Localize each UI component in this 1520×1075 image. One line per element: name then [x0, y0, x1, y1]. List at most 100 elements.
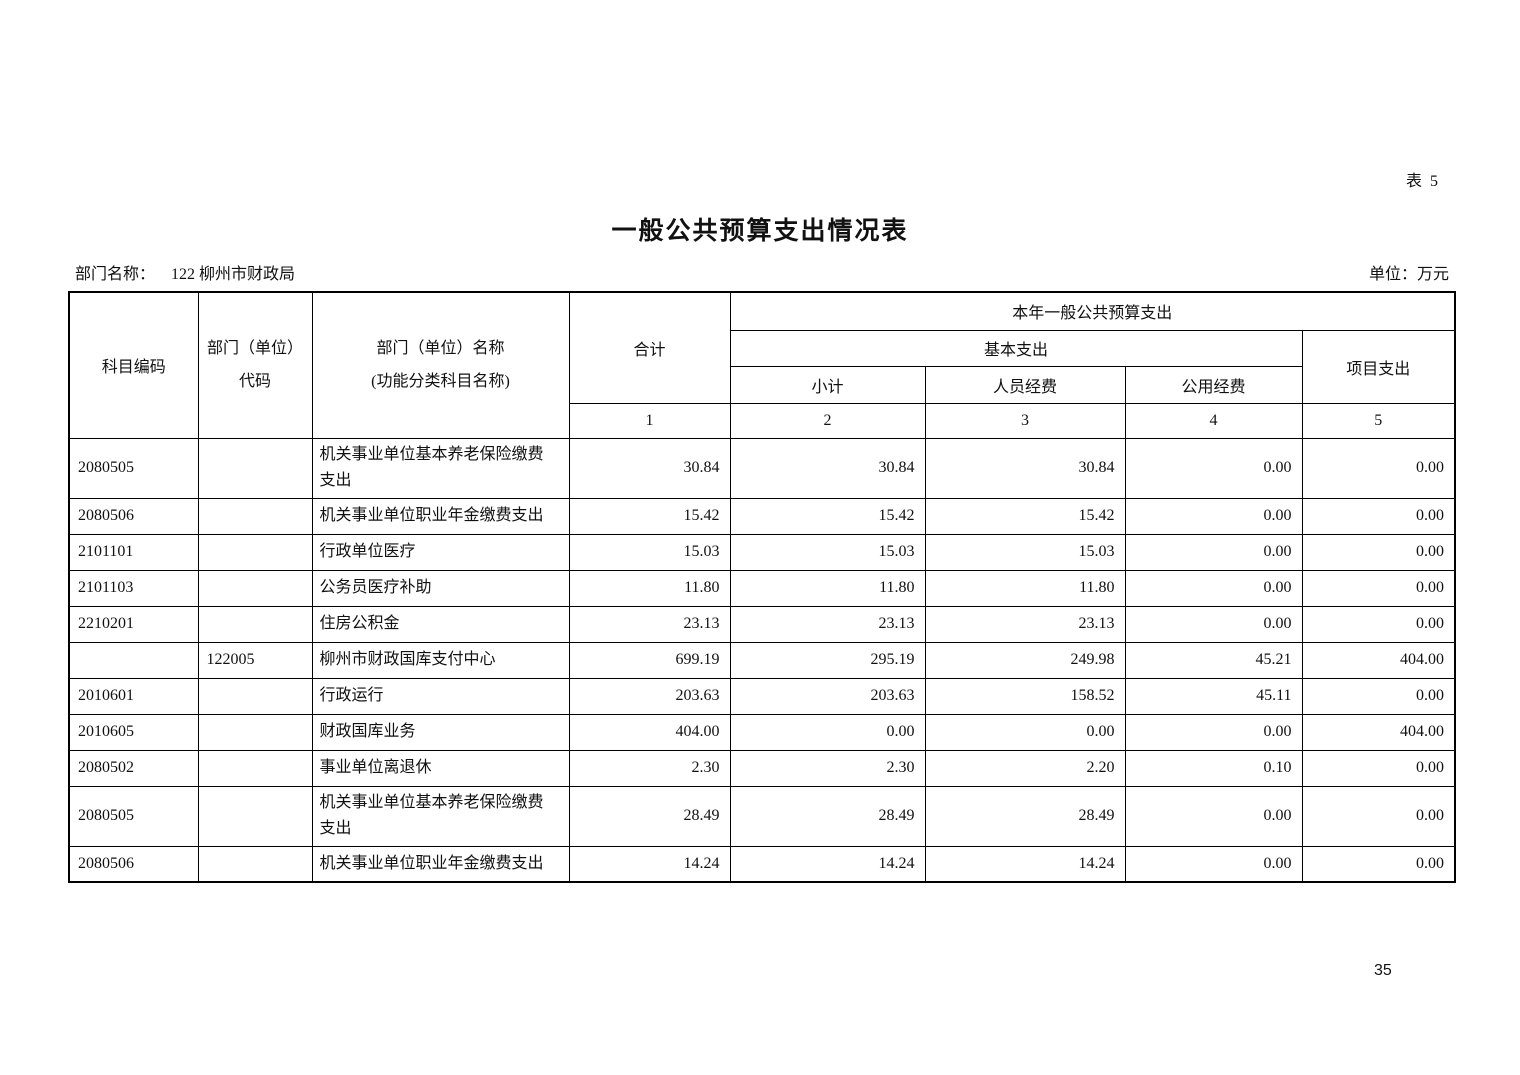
cell-subtotal: 28.49 [729, 785, 926, 847]
col-header-total: 合计 [568, 291, 731, 404]
unit-label: 单位：万元 [1368, 266, 1449, 283]
col-number-4: 4 [1124, 402, 1303, 439]
cell-dept-code [197, 749, 313, 787]
col-header-public-funds: 公用经费 [1124, 365, 1303, 404]
cell-dept-name: 财政国库业务 [311, 713, 570, 751]
cell-project: 0.00 [1301, 845, 1456, 883]
cell-subject-code [68, 641, 199, 679]
cell-project: 0.00 [1301, 749, 1456, 787]
cell-total: 699.19 [568, 641, 731, 679]
cell-subject-code: 2010601 [68, 677, 199, 715]
table-row: 2210201 住房公积金 23.13 23.13 23.13 0.00 0.00 [68, 605, 1456, 643]
header-row-3: 小计 人员经费 公用经费 [69, 365, 1455, 404]
cell-personnel: 0.00 [924, 713, 1126, 751]
cell-personnel: 15.03 [924, 533, 1126, 571]
table-row: 2080506 机关事业单位职业年金缴费支出 15.42 15.42 15.42 0.00… [68, 497, 1456, 535]
cell-dept-code [197, 569, 313, 607]
cell-dept-code [197, 437, 313, 499]
cell-subtotal: 203.63 [729, 677, 926, 715]
cell-public: 0.00 [1124, 785, 1303, 847]
cell-personnel: 158.52 [924, 677, 1126, 715]
cell-personnel: 14.24 [924, 845, 1126, 883]
cell-public: 0.00 [1124, 533, 1303, 571]
cell-subject-code: 2101101 [68, 533, 199, 571]
cell-dept-name: 行政运行 [311, 677, 570, 715]
meta-row: 部门名称： 122 柳州市财政局 单位：万元 [75, 260, 1449, 284]
cell-personnel: 11.80 [924, 569, 1126, 607]
col-number-5: 5 [1301, 402, 1456, 439]
table-row: 2080505 机关事业单位基本养老保险缴费支出 30.84 30.84 30.84 0.… [68, 437, 1456, 499]
budget-expenditure-table: 科目编码 部门（单位） 代码 部门（单位）名称 (功能分类科目名称) 合计 本年… [68, 291, 1457, 883]
col-header-dept-name-line1: 部门（单位）名称 [376, 340, 505, 358]
cell-public: 0.00 [1124, 497, 1303, 535]
cell-personnel: 28.49 [924, 785, 1126, 847]
table-row: 2101103 公务员医疗补助 11.80 11.80 11.80 0.00 0.00 [68, 569, 1456, 607]
col-header-current-year-budget: 本年一般公共预算支出 [729, 291, 1456, 331]
col-number-3: 3 [924, 402, 1126, 439]
cell-total: 11.80 [568, 569, 731, 607]
col-header-dept-code-line1: 部门（单位） [206, 340, 303, 358]
cell-dept-code [197, 605, 313, 643]
cell-total: 14.24 [568, 845, 731, 883]
table-row: 2080506 机关事业单位职业年金缴费支出 14.24 14.24 14.24 0.00… [68, 845, 1456, 883]
cell-project: 0.00 [1301, 785, 1456, 847]
cell-dept-code [197, 533, 313, 571]
col-number-1: 1 [568, 402, 731, 439]
col-header-subtotal: 小计 [729, 365, 926, 404]
cell-dept-code [197, 845, 313, 883]
cell-personnel: 249.98 [924, 641, 1126, 679]
cell-subtotal: 23.13 [729, 605, 926, 643]
table-row: 2010601 行政运行 203.63 203.63 158.52 45.11 0.00 [68, 677, 1456, 715]
cell-project: 0.00 [1301, 569, 1456, 607]
cell-dept-name: 机关事业单位职业年金缴费支出 [311, 497, 570, 535]
col-header-subject-code: 科目编码 [68, 291, 199, 439]
cell-project: 0.00 [1301, 677, 1456, 715]
page-number: 35 [1374, 962, 1392, 979]
cell-total: 30.84 [568, 437, 731, 499]
table-row: 2010605 财政国库业务 404.00 0.00 0.00 0.00 404.00 [68, 713, 1456, 751]
col-header-personnel-funds: 人员经费 [924, 365, 1126, 404]
table-row: 2080505 机关事业单位基本养老保险缴费支出 28.49 28.49 28.49 0.… [68, 785, 1456, 847]
col-header-dept-name: 部门（单位）名称 (功能分类科目名称) [311, 291, 570, 439]
page-title: 一般公共预算支出情况表 [611, 218, 909, 245]
cell-public: 0.00 [1124, 569, 1303, 607]
cell-dept-name: 行政单位医疗 [311, 533, 570, 571]
cell-project: 404.00 [1301, 641, 1456, 679]
cell-subtotal: 0.00 [729, 713, 926, 751]
cell-subtotal: 15.03 [729, 533, 926, 571]
cell-subtotal: 11.80 [729, 569, 926, 607]
cell-total: 2.30 [568, 749, 731, 787]
cell-personnel: 2.20 [924, 749, 1126, 787]
cell-dept-code [197, 785, 313, 847]
col-number-2: 2 [729, 402, 926, 439]
cell-subject-code: 2080505 [68, 437, 199, 499]
cell-project: 0.00 [1301, 437, 1456, 499]
cell-project: 0.00 [1301, 497, 1456, 535]
cell-subject-code: 2101103 [68, 569, 199, 607]
cell-dept-code [197, 497, 313, 535]
cell-subtotal: 30.84 [729, 437, 926, 499]
cell-dept-code [197, 713, 313, 751]
cell-subject-code: 2080505 [68, 785, 199, 847]
cell-subtotal: 2.30 [729, 749, 926, 787]
cell-dept-name: 住房公积金 [311, 605, 570, 643]
cell-dept-code: 122005 [197, 641, 313, 679]
header-row-1: 科目编码 部门（单位） 代码 部门（单位）名称 (功能分类科目名称) 合计 本年… [68, 291, 1456, 439]
cell-total: 28.49 [568, 785, 731, 847]
cell-subject-code: 2080506 [68, 845, 199, 883]
cell-total: 23.13 [568, 605, 731, 643]
cell-total: 404.00 [568, 713, 731, 751]
cell-dept-code [197, 677, 313, 715]
cell-personnel: 30.84 [924, 437, 1126, 499]
department-name: 部门名称： 122 柳州市财政局 [75, 260, 295, 284]
col-header-dept-code: 部门（单位） 代码 [197, 291, 313, 439]
col-header-project-expenditure: 项目支出 [1301, 329, 1456, 404]
col-header-basic-expenditure: 基本支出 [729, 329, 1303, 367]
table-row: 2101101 行政单位医疗 15.03 15.03 15.03 0.00 0.00 [68, 533, 1456, 571]
cell-public: 0.00 [1124, 845, 1303, 883]
cell-total: 15.03 [568, 533, 731, 571]
cell-personnel: 15.42 [924, 497, 1126, 535]
table-number-label: 表 5 [1406, 173, 1441, 190]
cell-subtotal: 15.42 [729, 497, 926, 535]
cell-dept-name: 事业单位离退休 [311, 749, 570, 787]
